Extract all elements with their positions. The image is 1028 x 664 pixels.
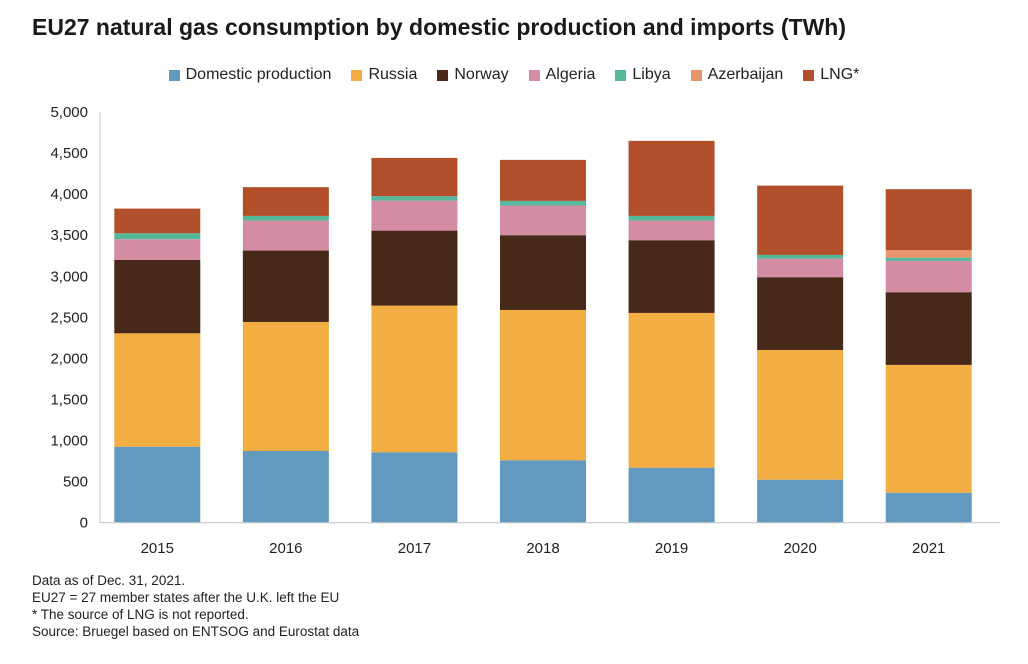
bar-segment — [371, 157, 458, 197]
y-tick-label: 1,500 — [50, 391, 88, 408]
legend-label: Norway — [454, 66, 509, 83]
legend-label: LNG* — [820, 66, 860, 83]
note-source: Source: Bruegel based on ENTSOG and Euro… — [32, 624, 360, 639]
footnotes: Data as of Dec. 31, 2021. EU27 = 27 memb… — [32, 572, 359, 640]
bar-segment — [500, 200, 586, 206]
legend-swatch — [690, 69, 702, 81]
bar-segment — [628, 215, 715, 221]
bar-segment — [885, 364, 972, 493]
legend-item: Libya — [615, 66, 671, 84]
bar-segment — [500, 309, 586, 461]
legend-swatch — [803, 69, 815, 81]
legend-swatch — [437, 69, 449, 81]
legend: Domestic production Russia Norway Algeria Li… — [0, 66, 1028, 84]
bar-segment — [242, 215, 329, 221]
note-eu27: EU27 = 27 member states after the U.K. l… — [32, 590, 340, 605]
bar-segment — [628, 240, 715, 313]
bar-segment — [757, 349, 844, 480]
legend-swatch — [351, 69, 363, 81]
bar-segment — [628, 140, 715, 216]
y-tick-label: 1,000 — [50, 433, 88, 450]
bar-segment — [242, 220, 329, 251]
bar-segment — [114, 233, 201, 240]
y-tick-label: 3,000 — [50, 268, 88, 285]
bar-segment — [114, 259, 201, 334]
chart-title: EU27 natural gas consumption by domestic… — [32, 14, 846, 40]
bar-segment — [242, 187, 329, 216]
legend-item: Russia — [351, 66, 417, 84]
bar-segment — [114, 208, 201, 234]
bar-segment — [885, 292, 972, 365]
bar-segment — [757, 479, 844, 523]
legend-swatch — [615, 69, 627, 81]
bar-segment — [114, 333, 201, 447]
bar-segment — [371, 196, 458, 201]
bar-segment — [242, 450, 329, 523]
bar-segment — [757, 258, 844, 278]
x-tick-label: 2016 — [269, 540, 302, 557]
y-tick-label: 2,500 — [50, 309, 88, 326]
bar-segment — [500, 460, 586, 523]
legend-item: Algeria — [528, 66, 596, 84]
y-tick-label: 4,000 — [50, 186, 88, 203]
legend-swatch — [168, 69, 180, 81]
bar-segment — [242, 250, 329, 322]
y-tick-label: 2,000 — [50, 350, 88, 367]
bar-segment — [885, 492, 972, 523]
bar-segment — [114, 446, 201, 523]
bar-segment — [371, 452, 458, 523]
y-tick-label: 500 — [63, 474, 88, 491]
legend-item: LNG* — [803, 66, 859, 84]
bar-segment — [757, 254, 844, 259]
bar-segment — [885, 260, 972, 293]
bar-segment — [114, 239, 201, 260]
legend-item: Norway — [437, 66, 509, 84]
legend-label: Domestic production — [185, 66, 332, 83]
x-tick-label: 2019 — [655, 540, 688, 557]
legend-label: Russia — [368, 66, 418, 83]
note-date: Data as of Dec. 31, 2021. — [32, 573, 186, 588]
bar-segment — [757, 185, 844, 255]
x-tick-label: 2021 — [912, 540, 945, 557]
bar-segment — [371, 230, 458, 306]
bar-segment — [242, 321, 329, 451]
bar-segment — [628, 220, 715, 241]
x-tick-label: 2018 — [526, 540, 559, 557]
legend-label: Algeria — [545, 66, 596, 83]
legend-swatch — [528, 69, 540, 81]
legend-item: Domestic production — [168, 66, 332, 84]
y-tick-label: 4,500 — [50, 145, 88, 162]
bar-segment — [885, 257, 972, 261]
y-tick-label: 3,500 — [50, 227, 88, 244]
bar-segment — [628, 312, 715, 468]
x-tick-label: 2020 — [783, 540, 816, 557]
y-tick-label: 0 — [80, 515, 88, 532]
bar-segment — [500, 205, 586, 236]
bar-segment — [757, 277, 844, 350]
note-lng: * The source of LNG is not reported. — [32, 607, 249, 622]
legend-item: Azerbaijan — [690, 66, 784, 84]
bar-segment — [500, 159, 586, 201]
y-tick-label: 5,000 — [50, 104, 88, 121]
bar-segment — [371, 200, 458, 231]
bar-segment — [885, 250, 972, 258]
bar-segment — [885, 189, 972, 251]
bar-segment — [500, 235, 586, 310]
x-tick-label: 2017 — [398, 540, 431, 557]
x-tick-label: 2015 — [141, 540, 174, 557]
bar-segment — [371, 305, 458, 453]
legend-label: Libya — [632, 66, 671, 83]
legend-label: Azerbaijan — [707, 66, 784, 83]
bar-segment — [628, 467, 715, 523]
